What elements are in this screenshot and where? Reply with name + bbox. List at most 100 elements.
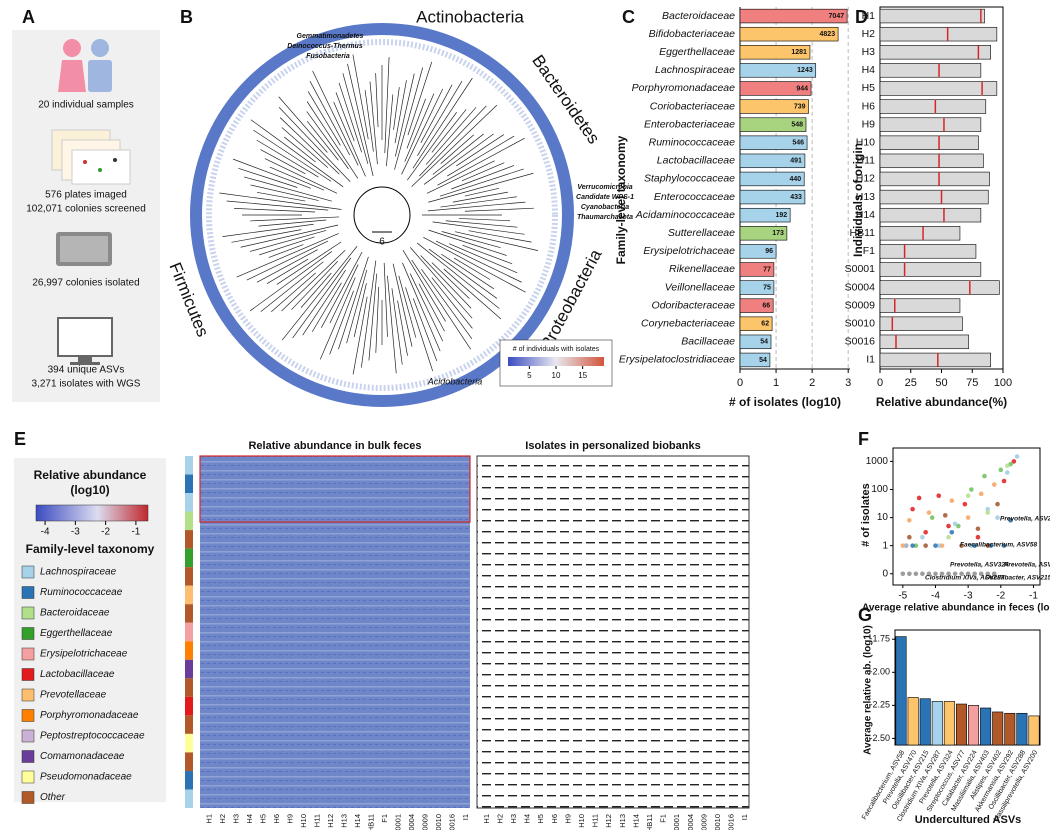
- family-strip: [185, 530, 193, 549]
- tree-branch: [281, 127, 329, 168]
- colorbar: [508, 357, 604, 366]
- bar: [739, 244, 777, 259]
- legend-swatch: [21, 668, 35, 681]
- tree-branch: [437, 137, 525, 186]
- point: [995, 501, 1000, 507]
- y-tick-label: 1: [882, 540, 888, 551]
- y-tick-label: H6: [862, 100, 876, 112]
- bar: [919, 698, 931, 746]
- tree-branch: [268, 244, 304, 258]
- bar: [739, 334, 772, 350]
- tree-branch: [309, 80, 351, 156]
- y-axis-title: Individuals of origin: [851, 143, 865, 257]
- colorbar-tick-label: -1: [131, 527, 140, 538]
- family-strip: [185, 511, 193, 531]
- colorbar-tick-label: -2: [101, 527, 110, 538]
- family-strip: [185, 641, 193, 660]
- bar: [955, 703, 967, 746]
- tree-branch: [329, 264, 359, 324]
- tree-branch: [240, 224, 339, 248]
- tube-rack-icon: [56, 232, 112, 266]
- column-label: H4: [245, 814, 254, 824]
- x-tick-label: 0: [877, 377, 883, 389]
- tree-branch: [244, 176, 332, 202]
- bar: [943, 701, 955, 746]
- heatmap-title: Relative abundance in bulk feces: [248, 440, 421, 452]
- legend-label: Other: [40, 792, 66, 803]
- tree-branch: [302, 269, 346, 336]
- point: [991, 571, 997, 577]
- tree-branch: [440, 134, 475, 164]
- tree-branch: [342, 73, 369, 165]
- tree-branch: [394, 80, 407, 144]
- tree-branch: [440, 196, 517, 208]
- bar: [879, 280, 1000, 295]
- tree-branch: [281, 246, 358, 341]
- bar: [879, 135, 979, 150]
- legend-label: Comamonadaceae: [40, 751, 125, 762]
- tree-branch: [428, 229, 507, 256]
- family-strip: [185, 622, 193, 642]
- y-tick-label: Porphyromonadaceae: [632, 82, 735, 94]
- tree-branch: [405, 287, 434, 372]
- bar: [739, 63, 817, 78]
- tree-branch: [236, 233, 339, 278]
- tree-branch: [306, 101, 359, 179]
- point: [969, 487, 974, 492]
- legend-swatch: [21, 586, 35, 599]
- column-label: H14: [353, 814, 362, 828]
- y-tick-label: Eggerthellaceae: [659, 46, 735, 58]
- bar: [739, 352, 771, 368]
- bar-count-label: 548: [791, 121, 803, 128]
- tree-branch: [412, 298, 438, 362]
- y-tick-label: Veillonellaceae: [665, 281, 735, 293]
- column-label: I1: [461, 814, 470, 820]
- tree-branch: [392, 263, 413, 347]
- tree-branch: [246, 240, 329, 281]
- bar-count-label: 491: [790, 158, 802, 165]
- tree-branch: [456, 134, 505, 167]
- bar-count-label: 546: [792, 140, 804, 147]
- column-label: H10: [577, 814, 586, 828]
- legend-label: Porphyromonadaceae: [40, 710, 139, 721]
- point: [972, 543, 977, 548]
- tree-branch: [431, 262, 470, 299]
- legend-swatch: [21, 688, 35, 702]
- bar: [739, 189, 806, 205]
- tree-branch: [284, 136, 316, 163]
- tree-branch: [426, 160, 495, 194]
- plot-frame: [894, 629, 1041, 746]
- tree-branch: [410, 247, 473, 319]
- y-tick-label: Odoribacteraceae: [652, 299, 736, 311]
- tree-branch: [445, 220, 518, 228]
- tree-branch: [395, 73, 415, 157]
- bar-count-label: 66: [762, 302, 770, 309]
- tree-branch: [312, 70, 359, 166]
- tree-branch: [420, 255, 472, 309]
- point: [991, 482, 997, 487]
- colorbar-tick-label: 10: [552, 371, 561, 380]
- point: [972, 571, 977, 577]
- point: [965, 493, 971, 499]
- tree-branch: [269, 166, 325, 191]
- tree-branch: [431, 109, 467, 153]
- bar-count-label: 54: [760, 339, 768, 346]
- bar: [879, 316, 963, 331]
- column-label: S0004: [407, 814, 416, 830]
- y-axis-title: Family-level taxonomy: [614, 135, 628, 264]
- bar: [739, 99, 809, 114]
- tree-branch: [412, 77, 473, 169]
- y-tick-label: Staphylococcaceae: [644, 173, 735, 185]
- bar: [879, 153, 984, 169]
- point: [975, 526, 981, 532]
- point: [946, 523, 951, 529]
- point: [952, 521, 958, 527]
- y-tick-label: Corynebacteriaceae: [641, 318, 735, 330]
- point: [965, 571, 971, 577]
- tree-branch: [464, 187, 500, 197]
- tree-branch: [278, 107, 351, 182]
- x-tick-label: -2: [996, 591, 1005, 602]
- legend-label: Lachnospiraceae: [40, 567, 117, 578]
- bar-count-label: 192: [775, 212, 787, 219]
- bar-count-label: 4823: [820, 31, 836, 38]
